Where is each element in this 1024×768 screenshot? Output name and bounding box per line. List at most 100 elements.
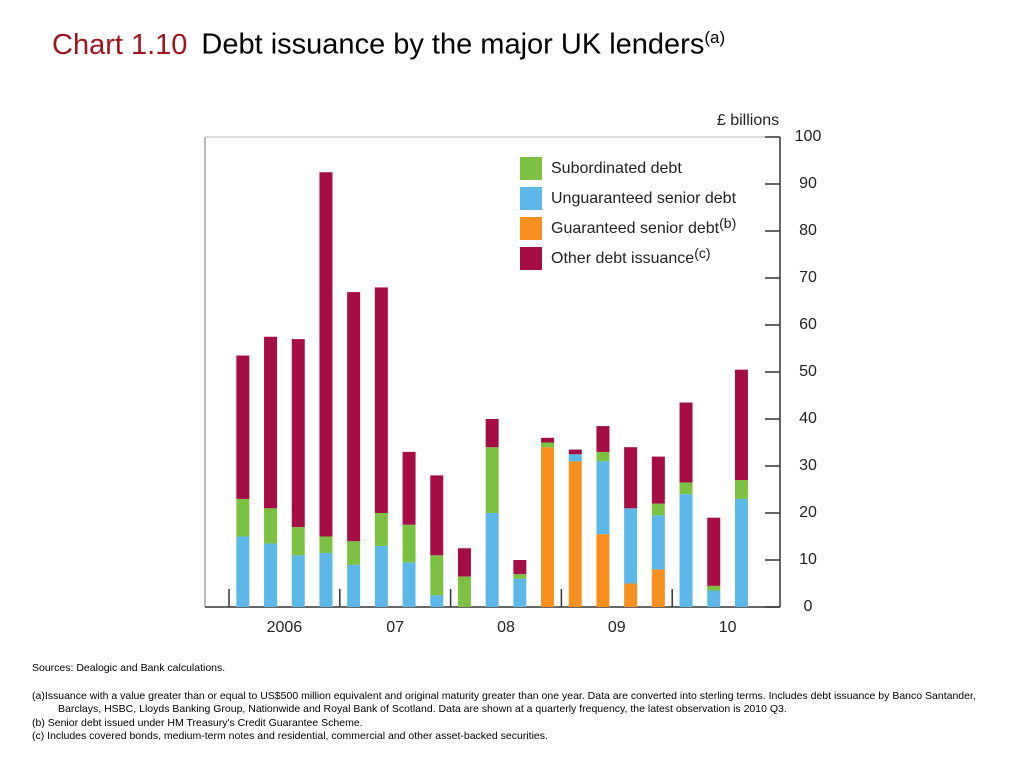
bar-segment: [374, 513, 388, 546]
legend-label: Subordinated debt: [551, 160, 682, 177]
bar-segment: [347, 564, 361, 607]
bar-segment: [485, 447, 499, 513]
bar-segment: [596, 426, 610, 452]
y-tick-label: 0: [804, 598, 813, 615]
bar-segment: [596, 451, 610, 462]
bar-segment: [513, 560, 527, 575]
y-tick-label: 60: [799, 316, 817, 333]
footnote: (c) Includes covered bonds, medium-term …: [32, 730, 548, 742]
bar-segment: [485, 419, 499, 448]
chart: £ billions 0 10 20 30 40 50 60 70 80 90 100 Subordi…: [204, 112, 822, 636]
bar-segment: [651, 456, 665, 504]
bar-segment: [319, 536, 333, 553]
bar-segment: [513, 574, 527, 579]
bar-segment: [707, 585, 721, 591]
x-tick-label: 09: [608, 619, 626, 636]
footnote: (b) Senior debt issued under HM Treasury…: [32, 716, 363, 729]
legend-label: Guaranteed senior debt(b): [551, 215, 736, 238]
y-tick-label: 50: [799, 363, 817, 380]
bar-segment: [374, 545, 388, 607]
legend-note: (b): [719, 215, 736, 231]
bar-segment: [291, 527, 305, 556]
bar-segment: [291, 339, 305, 528]
bar-segment: [651, 515, 665, 570]
bar-segment: [734, 369, 748, 481]
y-tick-label: 100: [795, 128, 822, 145]
bar-segment: [485, 513, 499, 607]
bar-segment: [513, 578, 527, 607]
bar-segment: [430, 475, 444, 556]
y-tick-label: 10: [799, 551, 817, 568]
x-tick-label: 08: [497, 619, 515, 636]
legend-note: (c): [694, 245, 710, 261]
bar-segment: [734, 480, 748, 499]
bar-segment: [402, 451, 416, 525]
bar-segment: [319, 172, 333, 537]
bar-segment: [624, 447, 638, 509]
bar-segment: [430, 555, 444, 596]
bar-segment: [402, 562, 416, 607]
bar-segment: [707, 590, 721, 607]
bar-segment: [402, 524, 416, 563]
bar-segment: [624, 583, 638, 607]
bar-segment: [264, 543, 278, 607]
bar-segment: [541, 437, 555, 443]
bar-segment: [707, 517, 721, 586]
bar-segment: [734, 498, 748, 607]
y-tick-label: 40: [799, 410, 817, 427]
bar-segment: [264, 508, 278, 544]
title: Chart 1.10 Debt issuance by the major UK …: [52, 28, 725, 62]
y-tick-label: 70: [799, 269, 817, 286]
title-note: (a): [704, 28, 726, 47]
bar-segment: [457, 576, 471, 607]
legend-name: Guaranteed senior debt: [551, 220, 720, 237]
x-tick-label: 07: [386, 619, 404, 636]
y-axis-label: £ billions: [717, 112, 779, 129]
legend-label: Other debt issuance(c): [551, 245, 711, 268]
y-tick-label: 90: [799, 175, 817, 192]
bar-segment: [568, 454, 582, 462]
legend-swatch: [520, 157, 542, 180]
bar-segment: [541, 442, 555, 448]
bar-segment: [679, 494, 693, 607]
legend-swatch: [520, 247, 542, 270]
bar-segment: [236, 355, 250, 499]
footnote: (a)Issuance with a value greater than or…: [32, 689, 976, 716]
bar-segment: [374, 287, 388, 513]
x-tick-label: 10: [719, 619, 737, 636]
legend-name: Other debt issuance: [551, 250, 694, 267]
footnotes: Sources: Dealogic and Bank calculations.…: [32, 662, 992, 744]
bar-segment: [596, 534, 610, 607]
bar-segment: [624, 508, 638, 584]
bar-segment: [679, 482, 693, 495]
bar-segment: [541, 447, 555, 607]
bar-segment: [679, 402, 693, 483]
sources: Sources: Dealogic and Bank calculations.: [32, 662, 226, 674]
bar-segment: [457, 548, 471, 577]
title-label: Chart 1.10: [52, 28, 188, 61]
y-tick-label: 20: [799, 504, 817, 521]
legend-label: Unguaranteed senior debt: [551, 190, 737, 207]
bar-segment: [291, 555, 305, 607]
bar-segment: [264, 336, 278, 509]
bar-segment: [596, 461, 610, 535]
bar-segment: [568, 449, 582, 455]
legend-name: Subordinated debt: [551, 160, 682, 177]
legend-swatch: [520, 187, 542, 210]
bar-segment: [347, 541, 361, 565]
bar-segment: [651, 503, 665, 516]
legend-swatch: [520, 217, 542, 240]
y-tick-label: 30: [799, 457, 817, 474]
bar-segment: [568, 461, 582, 607]
bar-segment: [236, 498, 250, 537]
bar-segment: [347, 292, 361, 542]
legend-name: Unguaranteed senior debt: [551, 190, 737, 207]
title-text: Debt issuance by the major UK lenders: [201, 28, 705, 61]
bar-segment: [651, 569, 665, 607]
y-tick-label: 80: [799, 222, 817, 239]
bar-segment: [236, 536, 250, 607]
x-tick-label: 2006: [267, 619, 303, 636]
bar-segment: [319, 552, 333, 607]
bar-segment: [430, 595, 444, 607]
